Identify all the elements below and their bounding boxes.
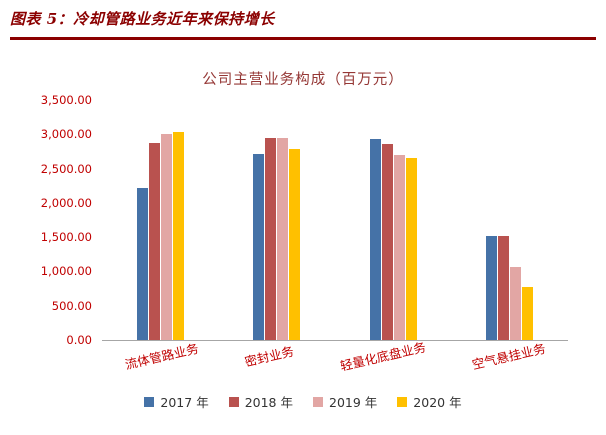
bar-group: [136, 100, 184, 340]
x-axis-label: 流体管路业务: [123, 340, 201, 373]
legend-item: 2019 年: [313, 392, 377, 411]
legend-swatch: [313, 396, 323, 407]
bar-group: [486, 100, 534, 340]
bar: [405, 157, 417, 340]
bar: [277, 137, 289, 340]
legend-label: 2018 年: [244, 395, 293, 410]
x-axis-labels: 流体管路业务 密封业务 轻量化底盘业务 空气悬挂业务: [102, 339, 568, 373]
bar: [510, 267, 522, 340]
bar: [486, 235, 498, 340]
bar: [253, 153, 265, 340]
legend-swatch: [144, 396, 155, 407]
x-axis-label: 轻量化底盘业务: [338, 339, 427, 374]
legend-swatch: [397, 396, 408, 407]
bar: [381, 143, 393, 340]
legend-item: 2020 年: [397, 392, 462, 411]
figure-title: 图表 5：冷却管路业务近年来保持增长: [10, 8, 596, 40]
bar: [172, 132, 184, 340]
y-tick-label: 1,500.00: [40, 230, 92, 245]
bar: [289, 148, 301, 340]
legend-swatch: [228, 396, 239, 407]
bar: [393, 154, 405, 340]
bar: [498, 236, 510, 340]
x-axis-label: 空气悬挂业务: [470, 340, 547, 373]
legend-item: 2017 年: [144, 392, 209, 411]
legend-label: 2019 年: [329, 395, 378, 410]
y-tick-label: 0.00: [66, 333, 92, 347]
bar: [369, 139, 381, 340]
y-tick-label: 3,500.00: [40, 93, 92, 107]
bar: [160, 134, 172, 340]
bar-group: [253, 100, 301, 340]
y-tick-label: 500.00: [51, 298, 92, 313]
legend-label: 2020 年: [413, 395, 462, 410]
y-axis: 0.00 500.00 1,000.00 1,500.00 2,000.00 2,500.…: [20, 93, 92, 347]
bar: [265, 137, 277, 340]
x-axis-label: 密封业务: [243, 343, 296, 370]
y-tick-label: 2,500.00: [40, 161, 92, 176]
y-tick-label: 2,000.00: [40, 195, 92, 210]
bar: [148, 142, 160, 340]
bar: [136, 187, 148, 340]
bar-group: [369, 100, 417, 340]
y-tick-label: 1,000.00: [40, 264, 92, 279]
legend-item: 2018 年: [228, 392, 293, 411]
y-tick-label: 3,000.00: [40, 127, 92, 142]
bar: [522, 286, 534, 340]
legend-label: 2017 年: [160, 395, 209, 410]
legend: 2017 年 2018 年 2019 年 2020 年: [0, 392, 606, 411]
chart-title: 公司主营业务构成（百万元）: [202, 72, 404, 88]
plot-area: [102, 100, 568, 341]
